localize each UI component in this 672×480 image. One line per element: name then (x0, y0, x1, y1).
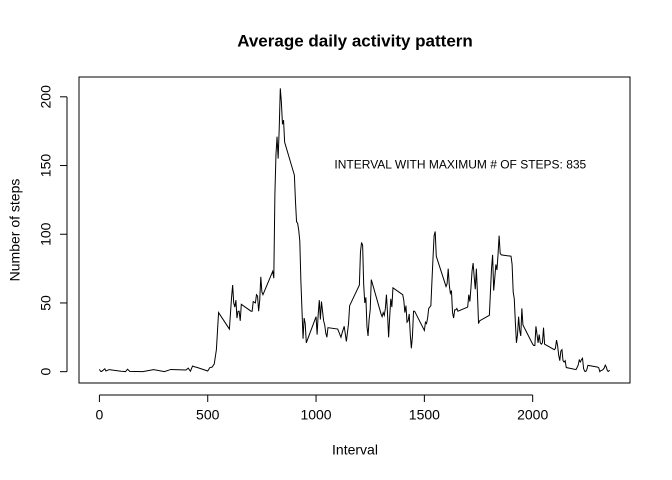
x-tick-label: 500 (196, 407, 220, 423)
chart-title: Average daily activity pattern (237, 31, 473, 50)
y-tick-label: 0 (38, 368, 54, 376)
y-tick-label: 150 (38, 154, 54, 178)
data-line (98, 88, 610, 373)
x-tick-label: 1500 (409, 407, 440, 423)
plot-box (78, 76, 631, 384)
y-tick-label: 100 (38, 222, 54, 246)
annotation: INTERVAL WITH MAXIMUM # OF STEPS: 835 (334, 158, 586, 172)
y-tick-label: 50 (38, 295, 54, 311)
x-tick-label: 0 (96, 407, 104, 423)
x-axis-label: Interval (332, 442, 378, 458)
y-tick-label: 200 (38, 85, 54, 109)
x-tick-label: 1000 (300, 407, 331, 423)
x-tick-label: 2000 (517, 407, 548, 423)
y-axis-label: Number of steps (7, 179, 23, 282)
